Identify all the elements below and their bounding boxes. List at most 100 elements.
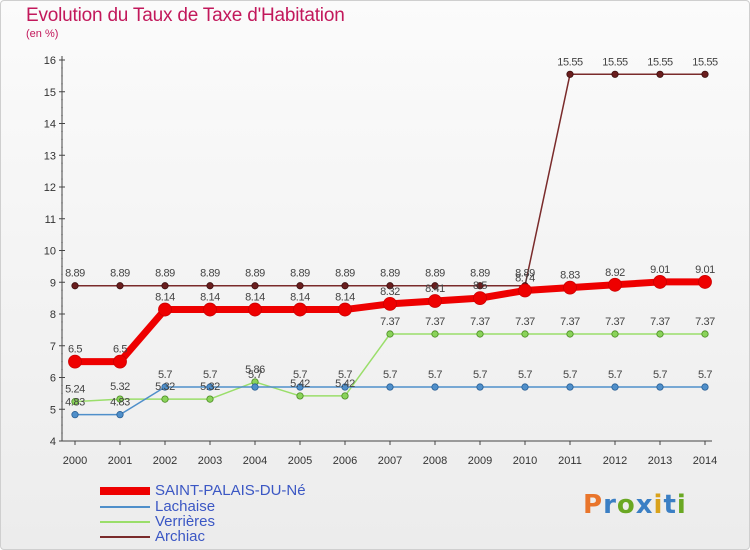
data-label-3: 8.89: [65, 268, 85, 280]
data-point-3: [71, 282, 79, 290]
data-label-1: 5.7: [518, 369, 532, 381]
data-label-0: 9.01: [650, 264, 670, 276]
data-point-0: [293, 302, 307, 317]
data-point-2: [71, 398, 79, 406]
x-tick-label: 2010: [513, 455, 537, 467]
data-point-1: [611, 383, 619, 391]
data-point-0: [698, 275, 712, 289]
data-point-2: [161, 395, 169, 403]
data-label-2: 7.37: [380, 316, 400, 328]
x-tick-label: 2001: [108, 455, 132, 467]
data-label-3: 8.89: [425, 268, 445, 280]
data-label-0: 8.41: [425, 283, 445, 295]
data-label-2: 7.37: [605, 316, 625, 328]
legend-swatch: [100, 521, 150, 523]
x-tick-label: 2007: [378, 455, 402, 467]
x-tick-label: 2004: [243, 455, 267, 467]
y-tick-label: 10: [44, 246, 56, 258]
data-point-1: [386, 383, 394, 391]
data-point-0: [653, 275, 667, 289]
data-point-1: [521, 383, 529, 391]
data-point-1: [341, 383, 349, 391]
data-point-0: [158, 302, 172, 317]
data-point-0: [428, 294, 442, 308]
data-label-1: 5.7: [698, 369, 712, 381]
data-label-2: 5.42: [335, 378, 355, 390]
legend-swatch: [100, 487, 150, 495]
data-point-2: [521, 330, 529, 338]
y-tick-label: 4: [50, 436, 56, 448]
legend-item-archiac: Archiac: [100, 528, 360, 545]
x-tick-label: 2008: [423, 455, 447, 467]
data-point-3: [296, 282, 304, 290]
data-label-3: 8.89: [335, 268, 355, 280]
data-label-2: 5.86: [245, 364, 265, 376]
x-tick-label: 2009: [468, 455, 492, 467]
data-point-2: [611, 330, 619, 338]
data-point-1: [116, 411, 124, 419]
y-tick-label: 7: [50, 341, 56, 353]
data-point-0: [113, 354, 127, 369]
data-label-1: 5.7: [293, 369, 307, 381]
x-tick-label: 2012: [603, 455, 627, 467]
data-label-3: 15.55: [557, 56, 583, 68]
data-label-1: 5.7: [653, 369, 667, 381]
y-tick-label: 8: [50, 309, 56, 321]
data-label-1: 5.7: [338, 369, 352, 381]
data-label-0: 8.14: [200, 292, 220, 304]
data-point-3: [476, 282, 484, 290]
data-point-3: [431, 282, 439, 290]
x-tick-label: 2006: [333, 455, 357, 467]
data-point-0: [608, 277, 622, 292]
data-point-1: [296, 383, 304, 391]
data-label-2: 7.37: [695, 316, 715, 328]
x-tick-label: 2003: [198, 455, 222, 467]
legend-item-verrieres: Verrières: [100, 513, 360, 530]
data-label-0: 8.74: [515, 273, 535, 285]
data-point-0: [563, 280, 577, 295]
data-label-1: 5.7: [428, 369, 442, 381]
x-tick-label: 2000: [63, 455, 87, 467]
data-label-0: 9.01: [695, 264, 715, 276]
data-point-1: [251, 383, 259, 391]
data-label-2: 7.37: [515, 316, 535, 328]
y-tick-label: 6: [50, 373, 56, 385]
data-point-2: [206, 395, 214, 403]
data-point-3: [116, 282, 124, 290]
x-tick-label: 2002: [153, 455, 177, 467]
data-point-1: [476, 383, 484, 391]
chart-title: Evolution du Taux de Taxe d'Habitation: [26, 5, 345, 26]
data-point-0: [473, 291, 487, 306]
y-tick-label: 16: [44, 55, 56, 67]
data-label-3: 15.55: [692, 56, 718, 68]
x-tick-label: 2005: [288, 455, 312, 467]
data-point-0: [518, 283, 532, 298]
data-label-2: 5.24: [65, 384, 85, 396]
legend-swatch: [100, 506, 150, 508]
data-point-1: [701, 383, 709, 391]
data-point-1: [206, 383, 214, 391]
data-point-3: [611, 70, 619, 78]
legend-item-saint-palais: SAINT-PALAIS-DU-Né: [100, 482, 360, 499]
x-tick-label: 2013: [648, 455, 672, 467]
proxiti-logo: Proxiti: [583, 490, 687, 520]
data-point-2: [386, 330, 394, 338]
data-point-1: [656, 383, 664, 391]
data-point-3: [566, 70, 574, 78]
data-point-0: [68, 354, 82, 369]
data-point-2: [566, 330, 574, 338]
legend-label: Verrières: [155, 513, 216, 530]
data-label-1: 5.7: [608, 369, 622, 381]
data-point-3: [656, 70, 664, 78]
data-point-1: [566, 383, 574, 391]
data-label-0: 6.5: [113, 344, 127, 356]
data-label-2: 5.32: [200, 381, 220, 393]
data-label-1: 5.7: [383, 369, 397, 381]
x-tick-label: 2014: [693, 455, 717, 467]
data-label-2: 7.37: [425, 316, 445, 328]
data-point-2: [116, 395, 124, 403]
data-label-0: 8.14: [245, 292, 265, 304]
series-line-3: [75, 73, 705, 287]
legend-label: SAINT-PALAIS-DU-Né: [155, 482, 306, 499]
